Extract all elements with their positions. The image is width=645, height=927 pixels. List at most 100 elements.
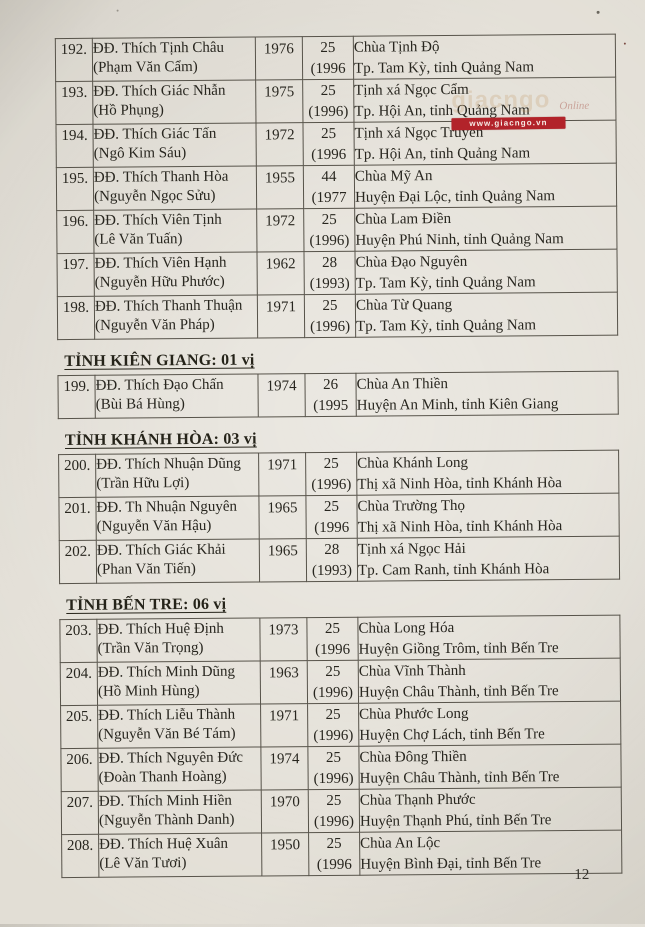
cell-name: ĐĐ. Thích Huệ Xuân (Lê Văn Tươi): [98, 832, 262, 878]
temple-location: Huyện Chợ Lách, tỉnh Bến Tre: [359, 726, 545, 744]
row-number: 205.: [65, 708, 93, 726]
monk-name: ĐĐ. Thích Viên Tịnh: [94, 211, 222, 229]
cell-temple: Chùa Đông Thiền Huyện Châu Thành, tỉnh B…: [358, 744, 622, 790]
cell-age: 25 (1996): [304, 294, 356, 338]
cell-name: ĐĐ. Thích Thanh Thuận (Nguyễn Văn Pháp): [94, 295, 258, 340]
table-row: 207. ĐĐ. Thích Minh Hiền (Nguyễn Thành D…: [61, 787, 622, 835]
temple-location: Tp. Tam Kỳ, tỉnh Quảng Nam: [355, 274, 536, 292]
cell-birth-year: 1974: [257, 373, 306, 418]
province-section: 192. ĐĐ. Thích Tịnh Châu (Phạm Văn Cẩm) …: [55, 34, 618, 340]
lay-name: (Nguyễn Ngọc Sửu): [93, 187, 216, 205]
row-number: 195.: [61, 170, 89, 188]
cell-temple: Tịnh xá Ngọc Hải Tp. Cam Ranh, tỉnh Khán…: [357, 536, 620, 582]
section-heading: TỈNH KHÁNH HÒA: 03 vị: [65, 428, 619, 450]
monk-name: ĐĐ. Thích Giác Tấn: [93, 125, 217, 143]
cell-temple: Chùa Vĩnh Thành Huyện Châu Thành, tỉnh B…: [358, 658, 621, 704]
birth-year: 1962: [265, 256, 296, 273]
cell-age: 25 (1996): [302, 79, 354, 123]
scan-speck: [116, 9, 119, 12]
row-number: 207.: [66, 794, 94, 812]
roster-table: 200. ĐĐ. Thích Nhuận Dũng (Trần Hữu Lợi)…: [58, 450, 620, 584]
lay-name: (Nguyễn Hữu Phước): [94, 273, 225, 291]
ordination-year: (1996: [315, 641, 351, 659]
province-section: TỈNH KIÊN GIANG: 01 vị 199. ĐĐ. Thích Đạ…: [57, 349, 619, 419]
row-number: 198.: [62, 299, 90, 317]
cell-name: ĐĐ. Thích Viên Hạnh (Nguyễn Hữu Phước): [93, 252, 258, 297]
cell-name: ĐĐ. Thích Đạo Chấn (Bùi Bá Hùng): [94, 374, 259, 419]
birth-year: 1973: [268, 622, 299, 639]
roster-table: 199. ĐĐ. Thích Đạo Chấn (Bùi Bá Hùng) 19…: [57, 371, 619, 419]
ordination-year: (1993): [309, 275, 350, 293]
temple-name: Tịnh xá Ngọc Cẩm: [354, 81, 469, 99]
lay-name: (Đoàn Thanh Hoàng): [98, 768, 227, 786]
temple-name: Chùa Mỹ An: [354, 168, 433, 185]
cell-birth-year: 1970: [261, 789, 309, 833]
monk-name: ĐĐ. Thích Minh Dũng: [97, 663, 236, 681]
temple-location: Tp. Hội An, tỉnh Quảng Nam: [354, 145, 531, 163]
section-heading-text: TỈNH KHÁNH HÒA: 03 vị: [64, 430, 257, 450]
cell-name: ĐĐ. Thích Nguyên Đức (Đoàn Thanh Hoàng): [97, 746, 262, 792]
temple-location: Huyện Châu Thành, tỉnh Bến Tre: [358, 683, 559, 701]
cell-number: 205.: [60, 705, 98, 749]
temple-location: Huyện Đại Lộc, tỉnh Quảng Nam: [355, 188, 556, 206]
birth-year: 1971: [267, 457, 298, 474]
cell-birth-year: 1973: [259, 617, 308, 661]
row-number: 202.: [64, 543, 92, 561]
lay-name: (Bùi Bá Hùng): [95, 396, 185, 413]
table-row: 202. ĐĐ. Thích Giác Khải (Phan Văn Tiến)…: [59, 536, 620, 584]
temple-name: Chùa Lam Điền: [355, 210, 452, 228]
cell-birth-year: 1965: [259, 538, 307, 582]
ordination-year: (1996): [313, 770, 354, 788]
cell-number: 202.: [59, 540, 97, 584]
cell-number: 201.: [58, 497, 97, 541]
cell-age: 25 (1996: [308, 832, 360, 876]
temple-location: Tp. Tam Kỳ, tỉnh Quảng Nam: [353, 59, 535, 77]
monk-name: ĐĐ. Thích Nguyên Đức: [98, 749, 244, 767]
birth-year: 1976: [263, 41, 294, 58]
lay-name: (Ngô Kim Sáu): [93, 145, 187, 162]
cell-number: 195.: [56, 167, 94, 211]
monk-name: ĐĐ. Thích Đạo Chấn: [95, 376, 224, 394]
cell-number: 200.: [58, 454, 96, 498]
cell-temple: Chùa Trường Thọ Thị xã Ninh Hòa, tỉnh Kh…: [356, 493, 620, 539]
ordination-year: (1996): [310, 318, 351, 336]
cell-temple: Chùa Mỹ An Huyện Đại Lộc, tỉnh Quảng Nam: [354, 163, 617, 209]
temple-location: Thị xã Ninh Hòa, tỉnh Khánh Hòa: [357, 518, 563, 536]
page-number: 12: [574, 866, 590, 884]
cell-birth-year: 1972: [256, 208, 304, 253]
table-row: 201. ĐĐ. Th Nhuận Nguyên (Nguyễn Văn Hậu…: [58, 493, 620, 541]
table-row: 195. ĐĐ. Thích Thanh Hòa (Nguyễn Ngọc Sử…: [56, 163, 617, 211]
row-number: 199.: [63, 378, 90, 396]
table-row: 192. ĐĐ. Thích Tịnh Châu (Phạm Văn Cẩm) …: [55, 34, 616, 82]
lay-name: (Nguyễn Thành Danh): [98, 811, 235, 829]
temple-name: Tịnh xá Ngọc Hải: [357, 540, 466, 558]
watermark-url-banner: www.giacngo.vn: [451, 116, 566, 131]
cell-birth-year: 1962: [256, 251, 305, 296]
cell-age: 25 (1996: [302, 122, 355, 166]
cell-birth-year: 1955: [256, 165, 304, 210]
age-value: 28: [324, 541, 340, 558]
temple-name: Chùa Từ Quang: [355, 296, 453, 314]
lay-name: (Nguyễn Văn Pháp): [95, 316, 215, 334]
ordination-year: (1996): [311, 476, 352, 494]
row-number: 197.: [62, 256, 89, 274]
birth-year: 1955: [264, 170, 295, 187]
temple-location: Tp. Tam Kỳ, tỉnh Quảng Nam: [356, 317, 537, 335]
birth-year: 1974: [269, 751, 300, 768]
ordination-year: (1996: [311, 146, 347, 164]
cell-age: 28 (1993): [303, 251, 356, 295]
cell-age: 25 (1996): [305, 452, 357, 496]
ordination-year: (1996): [308, 103, 349, 121]
table-row: 198. ĐĐ. Thích Thanh Thuận (Nguyễn Văn P…: [57, 292, 618, 340]
cell-temple: Chùa Phước Long Huyện Chợ Lách, tỉnh Bến…: [358, 701, 621, 747]
temple-name: Chùa An Lộc: [360, 835, 441, 852]
table-row: 196. ĐĐ. Thích Viên Tịnh (Lê Văn Tuấn) 1…: [56, 206, 617, 254]
cell-birth-year: 1971: [260, 703, 308, 747]
lay-name: (Phạm Văn Cẩm): [92, 58, 198, 76]
age-value: 25: [321, 211, 337, 228]
cell-temple: Chùa An Thiền Huyện An Minh, tỉnh Kiên G…: [355, 371, 619, 417]
temple-name: Chùa Tịnh Độ: [353, 39, 440, 56]
scan-speck: [596, 10, 600, 14]
cell-name: ĐĐ. Thích Thanh Hòa (Nguyễn Ngọc Sửu): [93, 166, 257, 211]
